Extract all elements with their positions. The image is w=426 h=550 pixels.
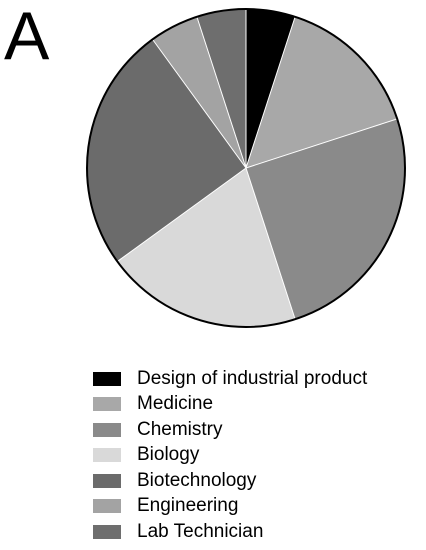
pie-outline xyxy=(86,8,406,328)
legend-label: Biology xyxy=(137,444,200,466)
pie-divider xyxy=(117,167,247,262)
legend-swatch xyxy=(93,524,121,539)
legend-swatch xyxy=(93,371,121,386)
legend-swatch xyxy=(93,397,121,412)
legend-label: Lab Technician xyxy=(137,520,264,542)
legend-label: Engineering xyxy=(137,495,239,517)
pie-slice-lab-technician xyxy=(196,9,246,168)
legend-item: Design of industrial product xyxy=(93,366,367,392)
legend-label: Design of industrial product xyxy=(137,367,368,389)
legend-swatch xyxy=(93,473,121,488)
pie-divider xyxy=(245,118,398,169)
legend-item: Biotechnology xyxy=(93,468,367,494)
pie-divider xyxy=(152,39,247,169)
legend-item: Medicine xyxy=(93,392,367,418)
legend: Design of industrial product Medicine Chem… xyxy=(93,366,367,545)
pie-slice-design-of-industrial-product xyxy=(246,9,296,168)
legend-item: Lab Technician xyxy=(93,519,367,545)
pie-chart xyxy=(86,8,406,328)
legend-item: Engineering xyxy=(93,494,367,520)
legend-item: Biology xyxy=(93,443,367,469)
pie-slice-engineering xyxy=(152,16,246,169)
pie-slice-biotechnology xyxy=(87,39,247,262)
pie-divider xyxy=(196,16,247,169)
legend-label: Chemistry xyxy=(137,418,223,440)
panel-label: A xyxy=(4,0,50,74)
legend-swatch xyxy=(93,422,121,437)
legend-label: Biotechnology xyxy=(137,469,257,491)
legend-swatch xyxy=(93,499,121,514)
legend-item: Chemistry xyxy=(93,417,367,443)
legend-swatch xyxy=(93,448,121,463)
pie-slice-medicine xyxy=(246,16,398,169)
legend-label: Medicine xyxy=(137,393,214,415)
pie-divider xyxy=(245,16,296,169)
pie-slice-chemistry xyxy=(246,118,406,320)
pie-divider xyxy=(245,167,296,320)
pie-slice-biology xyxy=(117,168,296,328)
